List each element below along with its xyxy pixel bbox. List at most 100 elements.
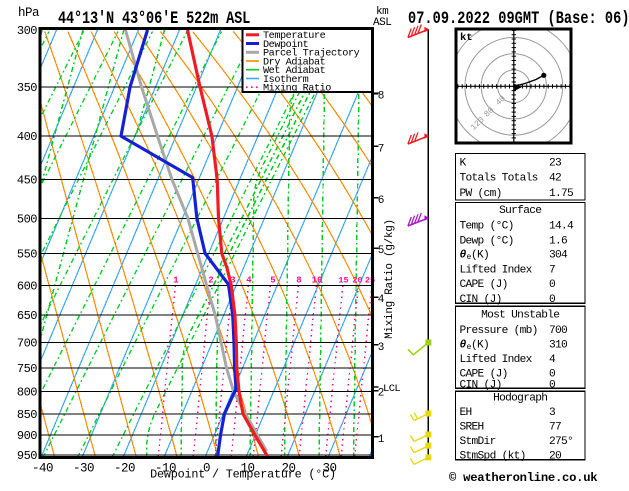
svg-text:Dry Adiabat: Dry Adiabat [263,56,326,68]
svg-text:(K): (K) [471,339,489,351]
svg-text:e: e [467,343,472,352]
svg-text:StmSpd (kt): StmSpd (kt) [460,451,526,463]
svg-text:Temperature: Temperature [263,31,326,42]
svg-text:(K): (K) [471,250,489,262]
svg-text:Isotherm: Isotherm [263,74,309,86]
svg-text:kt: kt [460,32,473,44]
svg-text:K: K [460,158,467,170]
svg-text:km: km [376,6,389,18]
svg-text:CIN (J): CIN (J) [460,379,502,391]
svg-text:20: 20 [281,462,295,476]
svg-text:Pressure (mb): Pressure (mb) [460,325,538,337]
svg-text:42: 42 [549,173,561,185]
svg-text:20: 20 [352,276,362,286]
svg-text:15: 15 [338,276,348,286]
svg-text:StmDir: StmDir [460,436,496,448]
svg-text:1.75: 1.75 [549,188,573,200]
svg-text:0: 0 [549,368,556,380]
svg-text:6: 6 [378,195,385,207]
svg-text:700: 700 [549,325,568,337]
svg-text:3: 3 [378,342,385,354]
svg-text:Mixing Ratio (g/kg): Mixing Ratio (g/kg) [384,219,396,339]
svg-text:Hodograph: Hodograph [493,393,547,405]
svg-text:SREH: SREH [460,422,484,434]
svg-text:EH: EH [460,407,472,419]
svg-text:23: 23 [549,158,561,170]
svg-text:PW (cm): PW (cm) [460,188,502,200]
svg-text:0: 0 [203,462,210,476]
svg-text:8: 8 [296,276,301,286]
svg-text:275°: 275° [549,436,573,448]
svg-text:2: 2 [378,388,385,400]
svg-text:900: 900 [17,429,37,443]
svg-text:-20: -20 [114,462,135,476]
svg-text:0: 0 [549,279,556,291]
svg-text:Wet Adiabat: Wet Adiabat [263,65,326,77]
svg-text:350: 350 [17,81,37,95]
svg-text:10: 10 [240,462,254,476]
svg-text:5: 5 [270,276,275,286]
svg-text:CIN (J): CIN (J) [460,294,502,306]
svg-text:0: 0 [549,294,556,306]
svg-text:8: 8 [378,91,385,103]
svg-text:500: 500 [17,212,37,226]
svg-text:700: 700 [17,336,37,350]
svg-text:600: 600 [17,280,37,294]
svg-text:20: 20 [549,451,562,463]
svg-text:3: 3 [230,276,235,286]
svg-text:3: 3 [549,407,555,419]
svg-text:Temp (°C): Temp (°C) [460,220,514,232]
svg-text:e: e [467,253,472,262]
svg-text:650: 650 [17,309,37,323]
svg-text:Dewpoint: Dewpoint [263,39,309,51]
svg-text:0: 0 [549,379,556,391]
svg-text:Parcel Trajectory: Parcel Trajectory [263,48,360,60]
svg-text:310: 310 [549,339,568,351]
svg-text:Dewpoint / Temperature (°C): Dewpoint / Temperature (°C) [150,468,336,482]
svg-text:400: 400 [17,130,37,144]
svg-text:550: 550 [17,248,37,262]
svg-text:Dewp (°C): Dewp (°C) [460,236,514,248]
svg-text:1.6: 1.6 [549,236,567,248]
svg-text:-40: -40 [32,462,53,476]
svg-text:CAPE (J): CAPE (J) [460,279,508,291]
svg-text:7: 7 [549,265,555,277]
svg-text:-30: -30 [73,462,94,476]
svg-text:Totals Totals: Totals Totals [460,173,538,185]
svg-text:Surface: Surface [499,205,541,217]
svg-text:07.09.2022 09GMT (Base: 06): 07.09.2022 09GMT (Base: 06) [408,9,629,29]
svg-text:950: 950 [17,449,37,463]
svg-text:Lifted Index: Lifted Index [460,354,533,366]
svg-text:Mixing Ratio: Mixing Ratio [263,83,331,95]
svg-text:4: 4 [378,294,385,306]
svg-text:300: 300 [17,24,37,38]
svg-text:10: 10 [312,276,323,286]
svg-text:θ: θ [460,339,467,351]
svg-text:Most Unstable: Most Unstable [481,310,559,322]
svg-text:14.4: 14.4 [549,220,574,232]
svg-text:7: 7 [378,143,385,155]
svg-text:304: 304 [549,250,568,262]
svg-text:450: 450 [17,174,37,188]
svg-text:1: 1 [173,276,179,286]
svg-text:5: 5 [378,245,385,257]
svg-text:4: 4 [246,276,252,286]
svg-text:2: 2 [208,276,213,286]
svg-text:θ: θ [460,250,467,262]
svg-text:-10: -10 [155,462,176,476]
svg-text:4: 4 [549,354,556,366]
svg-text:Lifted Index: Lifted Index [460,265,533,277]
svg-text:77: 77 [549,422,561,434]
svg-text:850: 850 [17,408,37,422]
svg-text:© weatheronline.co.uk: © weatheronline.co.uk [449,471,597,485]
svg-text:25: 25 [365,276,375,286]
svg-text:44°13'N 43°06'E 522m ASL: 44°13'N 43°06'E 522m ASL [58,9,250,29]
svg-text:1: 1 [378,434,385,446]
svg-text:30: 30 [322,462,336,476]
svg-text:CAPE (J): CAPE (J) [460,368,508,380]
svg-text:750: 750 [17,362,37,376]
svg-text:ASL: ASL [373,17,391,29]
svg-text:LCL: LCL [383,383,400,395]
svg-text:800: 800 [17,386,37,400]
svg-text:hPa: hPa [18,6,40,20]
